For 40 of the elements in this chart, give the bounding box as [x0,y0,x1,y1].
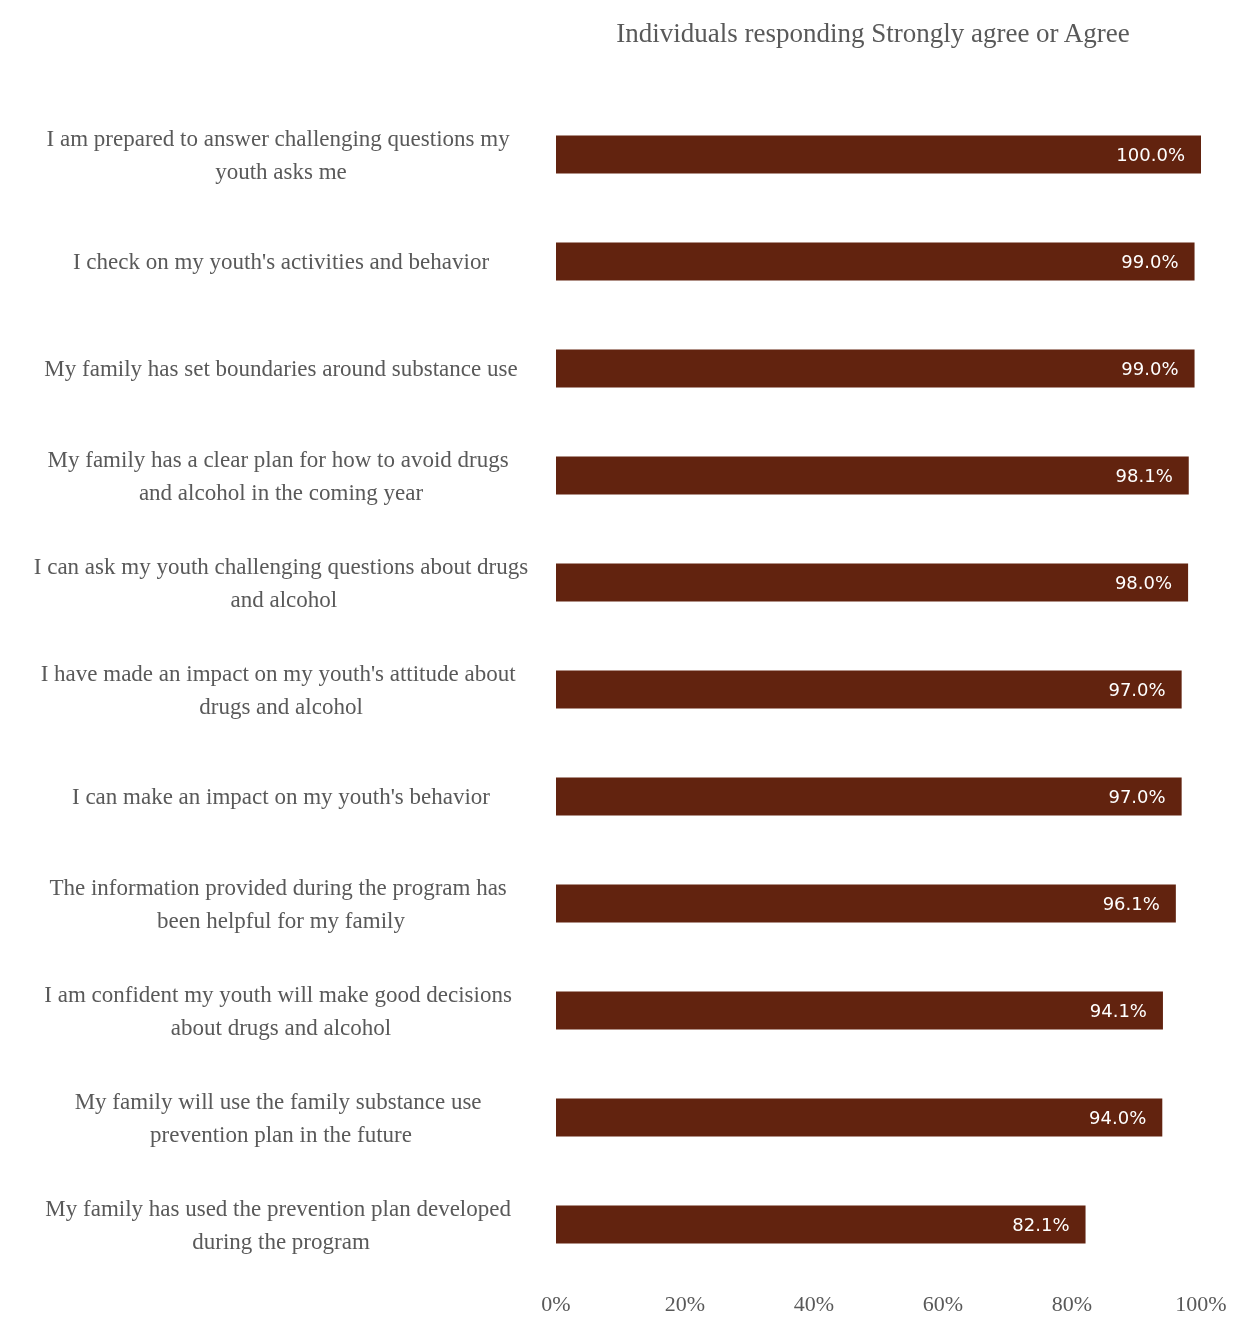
y-tick-label: I am confident my youth will make good decisions about drugs and alcohol [44,981,518,1040]
y-tick-label: I am prepared to answer challenging questions my youth asks me [46,125,516,184]
data-label: 97.0% [1108,786,1166,807]
bar [556,884,1176,923]
bar [556,1098,1163,1137]
data-label: 100.0% [1116,144,1185,165]
bar [556,1205,1086,1244]
y-tick-label: The information provided during the program has been helpful for my family [49,874,513,933]
y-tick-label: I can make an impact on my youth's behavior [71,784,491,809]
bar [556,456,1189,495]
bar [556,991,1163,1030]
x-tick-label: 80% [1051,1290,1093,1316]
data-label: 97.0% [1108,679,1166,700]
bar [556,563,1189,602]
y-tick-label: My family will use the family substance use prevention plan in the future [74,1088,488,1147]
data-label: 99.0% [1121,251,1179,272]
bar [556,777,1182,816]
data-label: 98.1% [1115,465,1173,486]
y-tick-label: I check on my youth's activities and behavior [72,249,490,274]
data-label: 99.0% [1121,358,1179,379]
data-label: 94.1% [1089,1000,1147,1021]
y-tick-label: My family has a clear plan for how to avoid drugs and alcohol in the coming year [47,446,515,505]
x-tick-label: 20% [664,1290,706,1316]
data-label: 82.1% [1012,1214,1070,1235]
bar [556,670,1182,709]
data-label: 98.0% [1114,572,1173,593]
bar [556,242,1195,281]
x-tick-label: 60% [922,1290,964,1316]
chart-title: Individuals responding Strongly agree or Agree [616,17,1130,48]
x-tick-label: 0% [541,1290,571,1316]
y-tick-label: I have made an impact on my youth's attitude about drugs and alcohol [40,660,522,719]
data-label: 94.0% [1089,1107,1147,1128]
data-label: 96.1% [1102,893,1160,914]
x-tick-label: 100% [1175,1290,1227,1316]
y-tick-label: My family has set boundaries around substance use [44,356,518,381]
bar [556,135,1201,174]
bar [556,349,1195,388]
y-tick-label: My family has used the prevention plan developed during the program [45,1195,517,1254]
y-tick-label: I can ask my youth challenging questions about drugs and alcohol [33,553,529,612]
x-tick-label: 40% [793,1290,835,1316]
